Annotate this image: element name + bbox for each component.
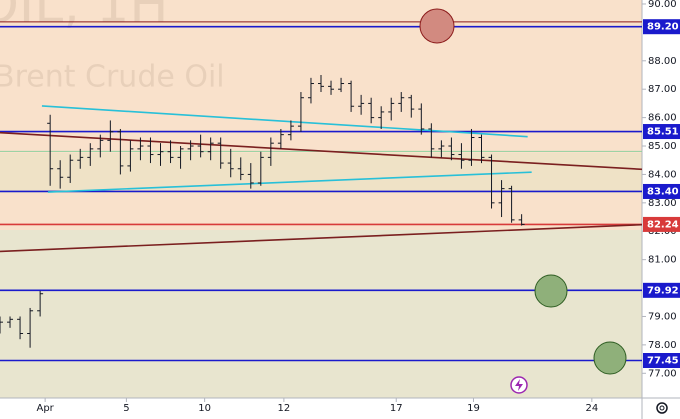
level-label: 89.20: [647, 22, 679, 33]
watermark-name: Brent Crude Oil: [0, 60, 225, 95]
trendlines: [0, 105, 642, 253]
settings-icon[interactable]: [656, 402, 668, 414]
event-icon-bolt: [515, 379, 523, 391]
x-tick-label: 12: [278, 403, 291, 414]
x-tick-label: 24: [585, 403, 598, 414]
level-label: 79.92: [647, 285, 679, 296]
plot: OIL, 1H Brent Crude Oil: [0, 0, 642, 394]
y-tick-label: 87.00: [648, 84, 677, 95]
watermark-symbol: OIL, 1H: [0, 0, 168, 35]
sell-zone-marker: [419, 8, 455, 44]
y-tick-label: 77.00: [648, 368, 677, 379]
background-lower: [0, 230, 642, 398]
y-tick-label: 84.00: [648, 169, 677, 180]
x-tick-label: 5: [123, 403, 129, 414]
gear[interactable]: [656, 402, 668, 414]
y-tick-label: 78.00: [648, 340, 677, 351]
level-label: 83.40: [647, 186, 679, 197]
x-tick-label: 10: [198, 403, 211, 414]
level-tag: [643, 19, 680, 35]
level-tag: [643, 353, 680, 369]
x-tick-label: 17: [390, 403, 403, 414]
level-tag: [643, 183, 680, 199]
gear-center: [659, 405, 665, 411]
trendline: [47, 171, 532, 193]
level-tag: [643, 124, 680, 140]
y-tick-label: 88.00: [648, 56, 677, 67]
trendline: [0, 131, 642, 171]
time-axis: [0, 398, 642, 419]
background-band: [0, 153, 642, 193]
buy-zone-marker: [593, 341, 627, 375]
bars: [0, 74, 525, 348]
level-tag: [643, 282, 680, 298]
level-label: 77.45: [647, 356, 679, 367]
y-tick-label: 79.00: [648, 311, 677, 322]
trendline: [0, 223, 642, 253]
y-tick-label: 86.00: [648, 113, 677, 124]
x-tick-label: 19: [467, 403, 480, 414]
y-tick-label: 83.00: [648, 198, 677, 209]
level-label: 85.51: [647, 127, 679, 138]
y-tick-label: 81.00: [648, 255, 677, 266]
level-label: 82.24: [647, 219, 679, 230]
price-axis: [642, 0, 680, 419]
trendline: [41, 105, 528, 138]
x-tick-label: Apr: [36, 403, 54, 414]
buy-zone-marker: [534, 274, 568, 308]
y-tick-label: 85.00: [648, 141, 677, 152]
level-tag: [643, 216, 680, 232]
y-tick-label: 90.00: [648, 0, 677, 10]
axis-labels: 77.0078.0079.0081.0082.0083.0084.0085.00…: [36, 0, 680, 414]
